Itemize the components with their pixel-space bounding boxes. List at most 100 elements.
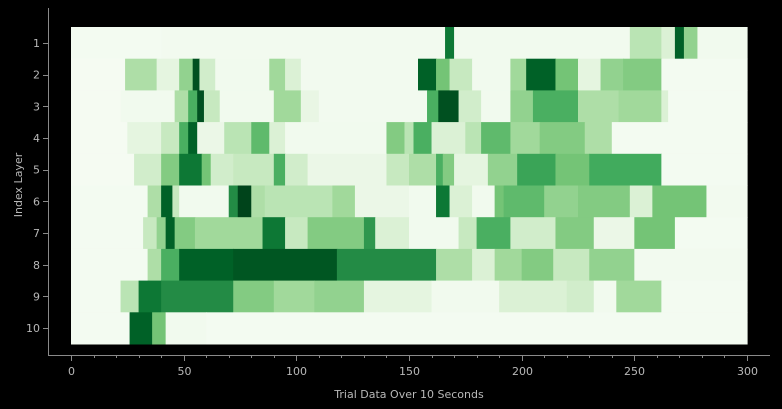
heatmap-cell: [285, 217, 309, 250]
heatmap-cell: [494, 248, 523, 282]
heatmap-cell: [71, 90, 122, 123]
heatmap-cell: [436, 153, 444, 186]
heatmap-cell: [156, 217, 167, 250]
heatmap-cell: [179, 248, 234, 282]
x-tick-label: 200: [512, 365, 533, 378]
heatmap-cell: [192, 58, 201, 91]
heatmap-cell: [228, 185, 239, 218]
heatmap-cell: [503, 185, 545, 218]
heatmap-cell: [386, 153, 410, 186]
heatmap-cell: [71, 312, 131, 345]
heatmap-cell: [71, 185, 149, 218]
y-tick-label: 10: [26, 322, 40, 335]
heatmap-cell: [264, 185, 333, 218]
heatmap-cell: [269, 122, 286, 155]
heatmap-cell: [134, 153, 162, 186]
y-tick-label: 7: [33, 227, 40, 240]
heatmap-cell: [668, 90, 748, 123]
heatmap-cell: [262, 217, 286, 250]
heatmap-cell: [237, 185, 252, 218]
heatmap-cell: [593, 280, 617, 313]
heatmap-cell: [129, 312, 153, 345]
heatmap-cell: [418, 58, 437, 91]
heatmap-cell: [436, 248, 473, 282]
heatmap-cell: [652, 185, 708, 218]
heatmap-cell: [233, 248, 338, 282]
heatmap-cell: [71, 27, 162, 60]
heatmap-cell: [499, 280, 568, 313]
heatmap-cell: [454, 27, 631, 60]
heatmap-cell: [224, 122, 252, 155]
heatmap-cell: [233, 153, 275, 186]
heatmap-cell: [611, 122, 748, 155]
x-tick-label: 50: [178, 365, 192, 378]
heatmap-cell: [600, 58, 624, 91]
heatmap-cell: [127, 122, 162, 155]
heatmap-cell: [481, 122, 511, 155]
heatmap-cell: [578, 185, 631, 218]
heatmap-cell: [555, 58, 579, 91]
heatmap-cell: [215, 58, 270, 91]
heatmap-cell: [510, 122, 541, 155]
heatmap-cell: [363, 217, 376, 250]
heatmap-cell: [618, 90, 662, 123]
heatmap-cell: [269, 58, 286, 91]
heatmap-cell: [706, 185, 748, 218]
heatmap-cell: [539, 122, 586, 155]
heatmap-cell: [285, 122, 388, 155]
heatmap-cell: [476, 217, 511, 250]
heatmap-cell: [674, 27, 685, 60]
heatmap-cell: [445, 27, 455, 60]
y-tick-label: 6: [33, 195, 40, 208]
heatmap-cell: [555, 217, 595, 250]
heatmap-cell: [661, 27, 676, 60]
y-axis: 1 2 3 4 5 6 7 8 9 10: [26, 8, 49, 355]
y-tick-label: 2: [33, 69, 40, 82]
heatmap-cell: [661, 58, 748, 91]
heatmap-cell: [188, 90, 198, 123]
heatmap-cell: [436, 185, 451, 218]
heatmap-cell: [71, 153, 135, 186]
heatmap-cell: [165, 217, 176, 250]
heatmap-cell: [318, 90, 428, 123]
heatmap-cell: [661, 90, 669, 123]
heatmap-cell: [544, 185, 579, 218]
heatmap-cell: [386, 122, 406, 155]
heatmap-cell: [71, 280, 122, 313]
heatmap-cell: [147, 185, 162, 218]
heatmap-cell: [494, 185, 505, 218]
heatmap-cell: [472, 185, 496, 218]
heatmap-cell: [510, 58, 527, 91]
heatmap-cell: [521, 248, 554, 282]
heatmap-cell: [120, 90, 176, 123]
heatmap-cell: [589, 153, 662, 186]
y-axis-title: Index Layer: [12, 152, 25, 217]
y-tick-label: 5: [33, 164, 40, 177]
heatmap-cell: [449, 58, 473, 91]
heatmap-cell: [332, 185, 356, 218]
x-tick-label: 300: [737, 365, 758, 378]
heatmap-cell: [578, 90, 620, 123]
heatmap-cell: [210, 153, 234, 186]
heatmap-cell: [616, 280, 662, 313]
heatmap-cell: [138, 280, 162, 313]
heatmap-cell: [161, 280, 234, 313]
x-axis-title: Trial Data Over 10 Seconds: [333, 388, 484, 401]
heatmap-cell: [724, 217, 748, 250]
heatmap-cell: [161, 27, 446, 60]
heatmap-cell: [197, 122, 225, 155]
heatmap-cell: [179, 153, 203, 186]
heatmap-cell: [634, 217, 676, 250]
heatmap-cell: [354, 185, 410, 218]
heatmap-cell: [487, 153, 518, 186]
heatmap-cell: [165, 312, 207, 345]
heatmap-cell: [409, 185, 437, 218]
heatmap-cell: [578, 58, 602, 91]
heatmap-cell: [510, 90, 534, 123]
heatmap-cell: [363, 280, 433, 313]
heatmap-cell: [71, 217, 144, 250]
heatmap-cell: [472, 248, 496, 282]
heatmap-cell: [156, 58, 180, 91]
x-tick-label: 250: [624, 365, 645, 378]
heatmap-cell: [161, 248, 180, 282]
